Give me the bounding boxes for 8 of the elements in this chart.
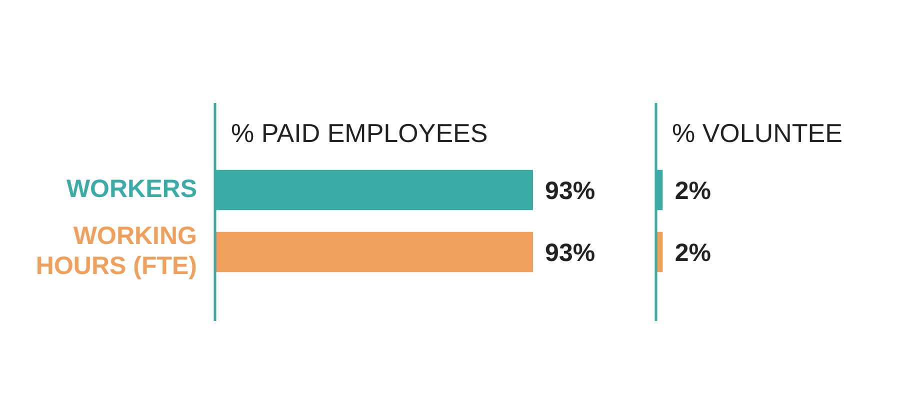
text: % PAID EMPLOYEES xyxy=(231,118,488,148)
y-tick-label: WORKING HOURS (FTE) xyxy=(36,222,198,280)
data-label: 93% xyxy=(545,238,596,267)
data-label: 2% xyxy=(674,238,711,267)
data-label: 2% xyxy=(674,176,711,205)
y-tick-label: WORKERS xyxy=(66,174,198,203)
data-label: 93% xyxy=(545,176,596,205)
text: % VOLUNTEE xyxy=(672,118,842,148)
